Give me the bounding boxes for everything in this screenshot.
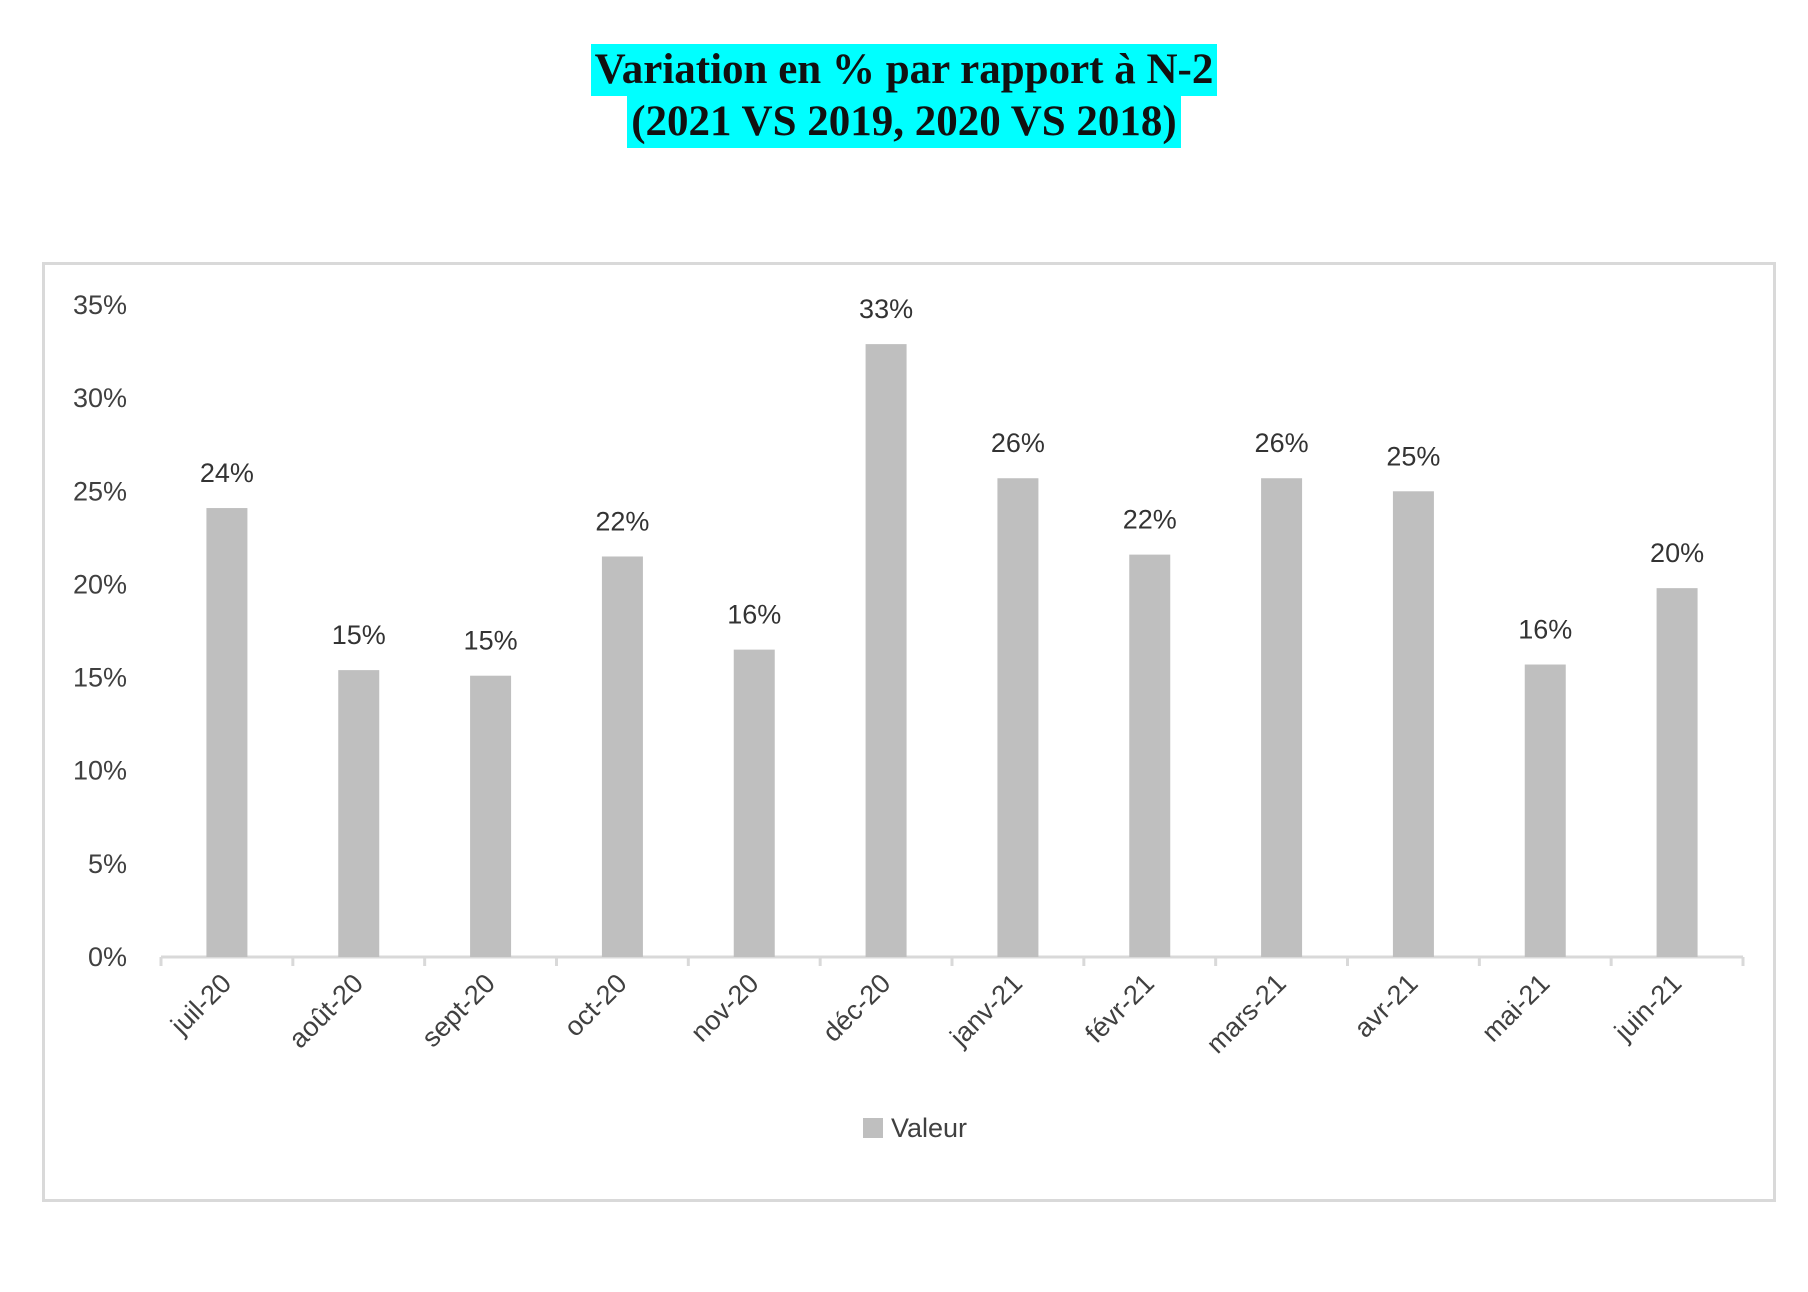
bar-chart: 0% 5% 10% 15% 20% 25% 30% 35% 24% juil-20 15% août-… — [73, 290, 1745, 1143]
chart-title-line-2: (2021 VS 2019, 2020 VS 2018) — [627, 96, 1181, 148]
data-label: 16% — [1518, 615, 1572, 645]
y-tick-label: 35% — [73, 290, 127, 320]
x-tick-label: juin-21 — [1608, 968, 1687, 1047]
bar[interactable] — [206, 508, 248, 957]
bar[interactable] — [733, 649, 775, 957]
bar[interactable] — [1392, 491, 1434, 957]
y-tick-label: 30% — [73, 383, 127, 413]
bar[interactable] — [338, 670, 380, 957]
bar[interactable] — [1129, 554, 1171, 957]
y-tick-label: 10% — [73, 756, 127, 786]
legend-swatch — [863, 1118, 883, 1138]
data-label: 25% — [1386, 441, 1440, 471]
data-label: 33% — [859, 294, 913, 324]
data-label: 26% — [1255, 428, 1309, 458]
data-label: 24% — [200, 458, 254, 488]
chart-area: 0% 5% 10% 15% 20% 25% 30% 35% 24% juil-20 15% août-… — [42, 262, 1776, 1202]
legend-label: Valeur — [891, 1113, 967, 1143]
y-tick-label: 15% — [73, 663, 127, 693]
y-tick-label: 0% — [88, 942, 127, 972]
bar[interactable] — [1261, 478, 1303, 957]
data-label: 22% — [1123, 505, 1177, 535]
x-tick-label: mai-21 — [1476, 968, 1556, 1048]
data-label: 26% — [991, 428, 1045, 458]
x-tick-label: sept-20 — [416, 968, 501, 1053]
x-tick-label: févr-21 — [1079, 968, 1160, 1049]
bar[interactable] — [997, 478, 1039, 957]
x-tick-label: avr-21 — [1348, 968, 1423, 1043]
x-tick-label: août-20 — [283, 968, 369, 1054]
y-tick-label: 20% — [73, 569, 127, 599]
x-tick-label: mars-21 — [1201, 968, 1292, 1059]
bar[interactable] — [1656, 588, 1698, 957]
x-tick-label: déc-20 — [817, 968, 897, 1048]
x-tick-label: janv-21 — [944, 968, 1029, 1053]
bar[interactable] — [601, 556, 643, 957]
bar[interactable] — [865, 344, 907, 957]
data-label: 22% — [595, 506, 649, 536]
x-tick-label: nov-20 — [685, 968, 765, 1048]
chart-title-line-1: Variation en % par rapport à N-2 — [590, 44, 1218, 96]
data-label: 20% — [1650, 538, 1704, 568]
data-label: 15% — [332, 620, 386, 650]
data-label: 16% — [727, 600, 781, 630]
data-label: 15% — [464, 626, 518, 656]
x-tick-label: oct-20 — [558, 968, 632, 1042]
bar[interactable] — [470, 675, 512, 957]
chart-title: Variation en % par rapport à N-2 (2021 V… — [0, 44, 1808, 148]
bar[interactable] — [1524, 664, 1566, 957]
y-tick-label: 5% — [88, 849, 127, 879]
x-tick-label: juil-20 — [164, 968, 237, 1041]
y-tick-label: 25% — [73, 476, 127, 506]
